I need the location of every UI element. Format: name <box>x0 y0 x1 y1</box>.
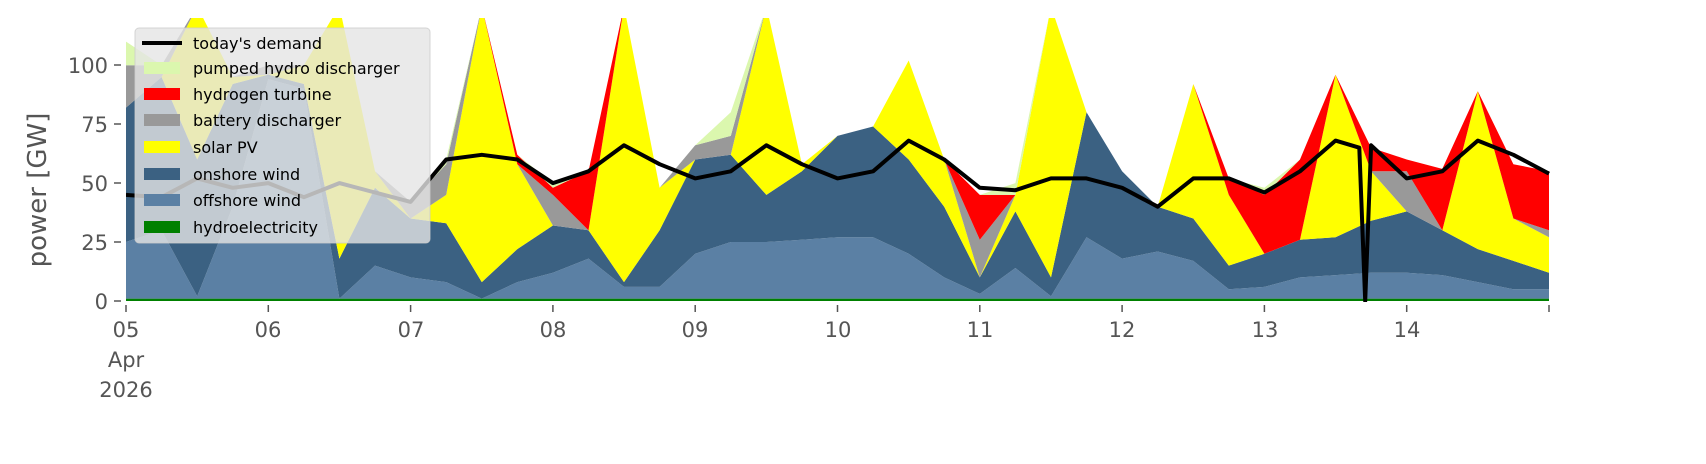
legend-swatch <box>144 88 180 100</box>
x-tick-label: 13 <box>1252 318 1279 342</box>
legend-item-demand: today's demand <box>142 34 322 53</box>
legend-label: pumped hydro discharger <box>193 59 400 78</box>
legend-label: hydrogen turbine <box>193 85 332 104</box>
legend-label: offshore wind <box>193 191 301 210</box>
legend-label: battery discharger <box>193 111 341 130</box>
legend-item-offshore: offshore wind <box>144 191 301 210</box>
area-onshore-wind <box>126 74 1549 299</box>
y-axis: 0 25 50 75 100 <box>68 54 121 314</box>
legend-swatch <box>144 141 180 153</box>
legend-label: onshore wind <box>193 165 300 184</box>
x-tick-label: 09 <box>682 318 709 342</box>
x-tick-label: 12 <box>1109 318 1136 342</box>
legend-item-solar: solar PV <box>144 138 258 157</box>
y-tick-label: 50 <box>81 172 108 196</box>
legend-label: today's demand <box>193 34 322 53</box>
legend: today's demand pumped hydro discharger h… <box>134 27 431 244</box>
legend-swatch <box>144 62 180 74</box>
y-tick-label: 75 <box>81 113 108 137</box>
legend-label: solar PV <box>193 138 258 157</box>
legend-item-hydrogen: hydrogen turbine <box>144 85 332 104</box>
x-tick-label: 05 <box>113 318 140 342</box>
y-tick-label: 100 <box>68 54 108 78</box>
legend-label: hydroelectricity <box>193 218 318 237</box>
legend-swatch <box>144 168 180 180</box>
x-tick-label: 08 <box>540 318 567 342</box>
legend-swatch <box>144 221 180 233</box>
x-tick-label: 11 <box>967 318 994 342</box>
x-tick-label: 14 <box>1394 318 1421 342</box>
legend-box <box>134 27 431 244</box>
legend-swatch <box>144 114 180 126</box>
legend-item-battery: battery discharger <box>144 111 341 130</box>
legend-swatch <box>144 194 180 206</box>
x-tick-label: 06 <box>255 318 282 342</box>
area-hydroelectricity <box>126 298 1549 301</box>
y-tick-label: 0 <box>95 290 108 314</box>
x-tick-label: 07 <box>398 318 425 342</box>
x-axis: 05 06 07 08 09 10 11 12 13 14 Apr 2026 <box>99 305 1550 402</box>
x-tick-sublabel-year: 2026 <box>99 378 152 402</box>
y-tick-label: 25 <box>81 231 108 255</box>
area-solar-pv <box>126 18 1549 283</box>
x-tick-sublabel-month: Apr <box>108 348 145 372</box>
legend-item-pumped-hydro: pumped hydro discharger <box>144 59 400 78</box>
legend-item-onshore: onshore wind <box>144 165 300 184</box>
y-axis-label: power [GW] <box>23 113 53 268</box>
legend-item-hydro: hydroelectricity <box>144 218 318 237</box>
x-tick-label: 10 <box>825 318 852 342</box>
